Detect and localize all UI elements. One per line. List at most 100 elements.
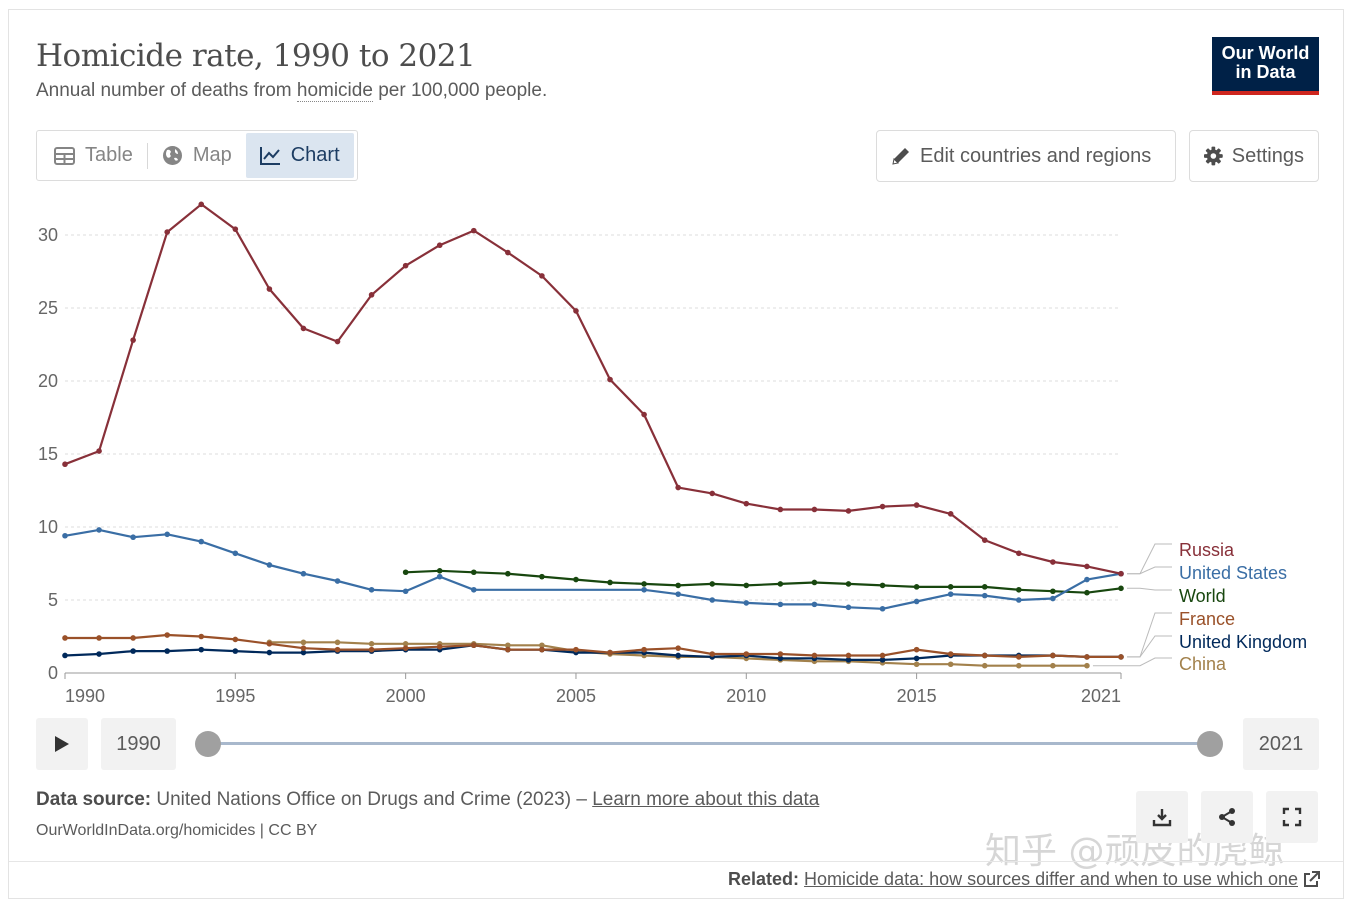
related-link[interactable]: Homicide data: how sources differ and wh… xyxy=(804,869,1298,889)
data-point xyxy=(947,591,954,597)
data-point xyxy=(913,598,920,605)
data-point xyxy=(709,581,716,587)
data-point xyxy=(505,642,511,649)
data-point xyxy=(777,581,784,587)
y-tick-label: 5 xyxy=(48,590,58,610)
tab-table[interactable]: Table xyxy=(40,133,147,178)
data-point xyxy=(675,484,681,491)
data-point xyxy=(777,601,784,608)
data-point xyxy=(402,569,409,576)
homicide-definition-link[interactable]: homicide xyxy=(296,80,373,102)
subtitle-text-end: per 100,000 people. xyxy=(372,80,548,101)
related-article: Related: Homicide data: how sources diff… xyxy=(728,869,1320,890)
data-point xyxy=(62,461,68,468)
data-point xyxy=(641,581,647,587)
data-point xyxy=(879,582,886,589)
legend-connector xyxy=(1127,635,1172,658)
data-point xyxy=(539,646,545,653)
data-point xyxy=(96,635,102,641)
data-point xyxy=(505,570,511,577)
data-point xyxy=(1084,576,1090,583)
data-point xyxy=(981,662,988,669)
data-point xyxy=(198,538,205,545)
data-point xyxy=(164,632,170,638)
tab-separator xyxy=(146,142,148,169)
timeline-start-handle[interactable] xyxy=(195,731,221,757)
data-point xyxy=(1084,662,1090,669)
data-point xyxy=(947,661,954,668)
fullscreen-button[interactable] xyxy=(1266,791,1318,843)
learn-more-link[interactable]: Learn more about this data xyxy=(592,789,820,810)
data-point xyxy=(402,588,409,595)
data-point xyxy=(402,641,409,647)
legend-connector xyxy=(1127,566,1172,575)
view-tabs: Table Map Chart xyxy=(36,130,358,181)
owid-logo[interactable]: Our World in Data xyxy=(1212,37,1319,95)
data-point xyxy=(1050,662,1056,669)
data-point xyxy=(436,573,443,580)
data-point xyxy=(334,639,341,646)
data-point xyxy=(913,646,920,653)
share-button[interactable] xyxy=(1201,791,1253,843)
series-line-united-kingdom xyxy=(64,644,1121,662)
data-point xyxy=(505,646,511,653)
line-chart: 0 5 10 15 20 25 30 1990 1995 2000 2005 2010 2015 2021… xyxy=(38,201,1307,706)
data-point xyxy=(743,582,750,589)
data-point xyxy=(1050,559,1056,565)
data-point xyxy=(641,646,647,653)
data-point xyxy=(1050,595,1056,602)
legend-label: China xyxy=(1179,654,1227,674)
series-line-france xyxy=(65,633,1121,659)
data-point xyxy=(777,506,784,513)
tab-chart[interactable]: Chart xyxy=(245,133,354,178)
timeline-end-handle[interactable] xyxy=(1197,731,1223,757)
data-point xyxy=(232,648,239,654)
data-point xyxy=(675,582,681,589)
download-button[interactable] xyxy=(1136,791,1188,843)
x-tick-label: 2000 xyxy=(386,686,426,706)
tab-map-label: Map xyxy=(192,144,232,166)
play-button[interactable] xyxy=(36,718,88,770)
data-point xyxy=(300,639,307,646)
series-line-russia xyxy=(64,203,1122,575)
settings-button[interactable]: Settings xyxy=(1189,130,1319,182)
data-point xyxy=(879,503,886,510)
data-point xyxy=(675,591,681,597)
data-point xyxy=(198,633,205,640)
data-point xyxy=(266,286,273,292)
data-point xyxy=(947,511,954,517)
data-point xyxy=(164,648,170,654)
data-point xyxy=(539,642,545,649)
data-source-label: Data source: xyxy=(36,789,152,810)
data-point xyxy=(62,652,68,659)
data-point xyxy=(96,527,102,533)
data-point xyxy=(845,581,852,587)
logo-line-2: in Data xyxy=(1235,62,1296,82)
data-point xyxy=(1118,570,1124,577)
tab-map[interactable]: Map xyxy=(148,133,246,178)
pencil-icon xyxy=(892,148,909,165)
data-point xyxy=(436,242,443,249)
series-line-united-states xyxy=(64,528,1122,610)
data-point xyxy=(777,651,784,657)
timeline-track[interactable] xyxy=(208,742,1210,745)
data-point xyxy=(743,500,750,507)
external-link-icon[interactable] xyxy=(1303,871,1320,888)
data-point xyxy=(879,605,886,612)
timeline-end-year[interactable]: 2021 xyxy=(1243,718,1319,770)
data-source: Data source: United Nations Office on Dr… xyxy=(36,789,819,811)
data-point xyxy=(539,273,545,279)
data-point xyxy=(1118,654,1124,660)
data-point xyxy=(709,490,716,497)
edit-countries-button[interactable]: Edit countries and regions xyxy=(876,130,1176,182)
data-point xyxy=(879,657,886,663)
download-icon xyxy=(1152,809,1172,827)
settings-label: Settings xyxy=(1231,144,1304,167)
data-point xyxy=(300,570,307,577)
timeline-start-year[interactable]: 1990 xyxy=(101,718,176,770)
data-point xyxy=(232,226,239,232)
legend-label: United Kingdom xyxy=(1179,632,1307,652)
series-line-world xyxy=(405,569,1122,594)
data-point xyxy=(334,578,341,584)
data-point xyxy=(436,568,443,574)
